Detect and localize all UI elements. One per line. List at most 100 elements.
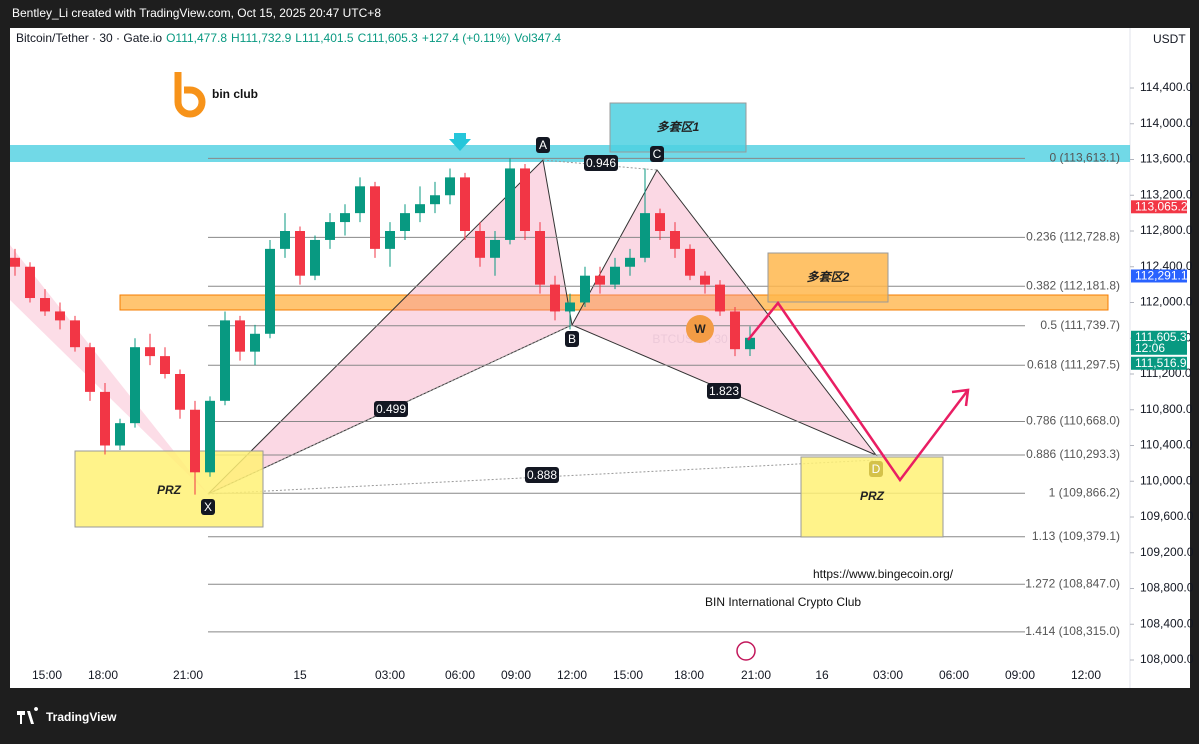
credit: Bentley_Li created with TradingView.com,…	[12, 6, 381, 20]
price-tick-label: 110,000.0	[1140, 473, 1193, 487]
footer-brand: TradingView	[46, 710, 117, 724]
fib-label: 0.236 (112,728.8)	[1026, 230, 1120, 244]
price-tick-label: 108,800.0	[1140, 581, 1194, 595]
price-tick-label: 112,400.0	[1140, 259, 1193, 273]
fib-label: 0.5 (111,739.7)	[1040, 318, 1120, 332]
ratio-badge	[584, 155, 618, 171]
legend-low: L111,401.5	[295, 31, 354, 45]
overlay: X A B C D 0.499 0.946 1.823 0.888 W	[201, 133, 970, 515]
time-label: 06:00	[939, 668, 969, 682]
candle-body	[400, 213, 410, 231]
candle-body	[550, 284, 560, 312]
price-tick-label: 108,000.0	[1140, 652, 1194, 666]
legend: Bitcoin/Tether · 30 · Gate.io O111,477.8 H…	[16, 31, 561, 45]
candle-body	[340, 213, 350, 223]
zone-label: 多套区2	[807, 270, 850, 284]
pattern-point-label: A	[539, 138, 547, 152]
price-tick-label: 114,000.0	[1140, 116, 1193, 130]
time-label: 09:00	[501, 668, 531, 682]
candle-body	[190, 409, 200, 473]
zone-label: PRZ	[860, 489, 885, 503]
fib-label: 0.382 (112,181.8)	[1026, 278, 1120, 292]
candle-body	[505, 168, 515, 240]
pattern-point-label: B	[568, 332, 576, 346]
fib-label: 0.618 (111,297.5)	[1027, 357, 1120, 371]
candle-body	[685, 248, 695, 276]
price-tick-label: 110,400.0	[1140, 438, 1193, 452]
chart-area	[10, 28, 1190, 688]
candle-body	[220, 320, 230, 401]
url: https://www.bingecoin.org/	[813, 567, 954, 581]
time-label: 18:00	[674, 668, 704, 682]
projection-arrowhead	[951, 388, 970, 407]
event-icon[interactable]	[736, 641, 756, 661]
candle-body	[475, 231, 485, 258]
candle-body	[535, 231, 545, 285]
candle-body	[640, 213, 650, 258]
ratio-label: 0.499	[376, 402, 406, 416]
xd-line	[207, 459, 877, 495]
price-tick-label: 112,800.0	[1140, 223, 1193, 237]
time-label: 18:00	[88, 668, 118, 682]
fib-label: 0.786 (110,668.0)	[1026, 414, 1120, 428]
price-tick-label: 108,400.0	[1140, 616, 1194, 630]
price-tick-label: 110,800.0	[1140, 402, 1193, 416]
zone-box	[609, 102, 747, 153]
price-tag-label: 111,516.9	[1135, 356, 1187, 370]
ratio-label: 0.888	[527, 468, 557, 482]
legend-volume: Vol347.4	[514, 31, 561, 45]
candle-body	[85, 347, 95, 392]
ratio-badge	[374, 401, 408, 417]
time-label: 09:00	[1005, 668, 1035, 682]
ratio-badge	[707, 383, 741, 399]
candle-body	[700, 275, 710, 285]
price-tag	[1131, 269, 1187, 283]
marker-circle	[686, 315, 714, 343]
price-tick-label: 113,600.0	[1140, 152, 1193, 166]
candle-body	[445, 177, 455, 196]
fib-label: 0 (113,613.1)	[1050, 151, 1121, 165]
currency: USDT	[1153, 32, 1186, 46]
zone-box	[767, 252, 889, 303]
resistance-band	[10, 145, 1130, 162]
legend-open: O111,477.8	[166, 31, 227, 45]
legend-close: C111,605.3	[358, 31, 419, 45]
zone-label: 多套区1	[657, 120, 700, 134]
candle-body	[655, 213, 665, 231]
fib-label: 1.13 (109,379.1)	[1032, 529, 1120, 543]
candle-body	[145, 347, 155, 357]
pattern-point-badge	[536, 137, 550, 153]
candle-body	[55, 311, 65, 321]
price-tick-label: 109,600.0	[1140, 509, 1194, 523]
fib-label: 0.886 (110,293.3)	[1026, 447, 1120, 461]
candles	[10, 158, 755, 495]
marker-label: W	[694, 322, 706, 336]
time-label: 03:00	[873, 668, 903, 682]
time-label: 12:00	[1071, 668, 1101, 682]
candle-body	[10, 257, 20, 267]
time-label: 03:00	[375, 668, 405, 682]
zone-box	[800, 456, 944, 538]
zone-label: PRZ	[157, 483, 182, 497]
price-tag	[1131, 356, 1187, 370]
time-label: 21:00	[173, 668, 203, 682]
fib-label: 1.272 (108,847.0)	[1025, 576, 1120, 590]
price-tick-label: 109,200.0	[1140, 545, 1194, 559]
candle-body	[565, 302, 575, 312]
ratio-badge	[525, 467, 559, 483]
price-tag	[1131, 330, 1187, 355]
price-tick-label: 114,400.0	[1140, 80, 1193, 94]
candle-body	[520, 168, 530, 231]
candle-body	[610, 266, 620, 285]
candle-body	[310, 239, 320, 276]
candle-body	[235, 320, 245, 352]
candle-body	[415, 204, 425, 214]
price-tag-label: 112,291.1	[1135, 269, 1188, 283]
signal-arrow	[449, 133, 471, 151]
time-label: 15:00	[32, 668, 62, 682]
candle-body	[355, 186, 365, 214]
candle-body	[430, 195, 440, 205]
candle-body	[40, 298, 50, 312]
